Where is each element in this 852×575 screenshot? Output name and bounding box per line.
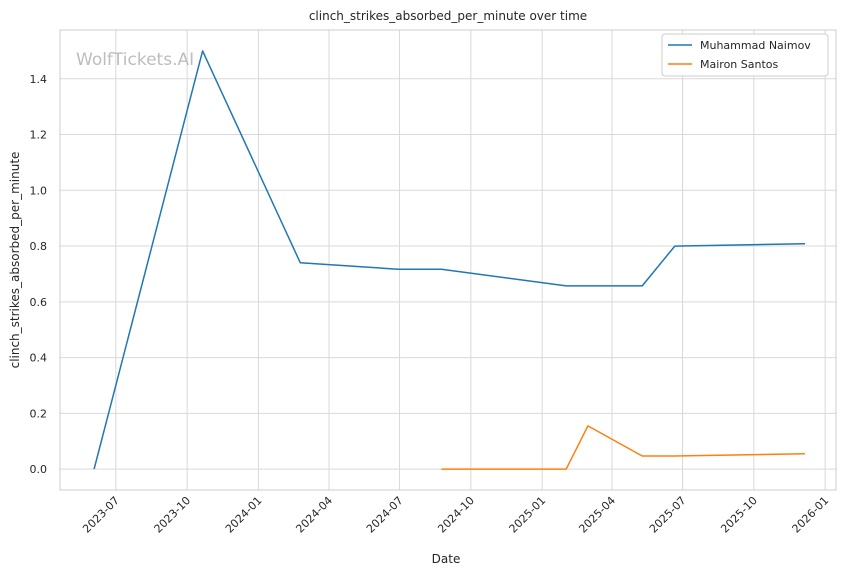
x-tick-label: 2025-01 bbox=[507, 494, 549, 536]
series-lines bbox=[93, 50, 806, 470]
x-tick-label: 2025-07 bbox=[647, 494, 689, 536]
x-tick-labels: 2023-07 2023-10 2024-01 2024-04 2024-07 2024-… bbox=[80, 494, 831, 536]
plot-area bbox=[60, 30, 836, 490]
x-tick-label: 2024-10 bbox=[435, 494, 477, 536]
legend-box bbox=[661, 33, 829, 77]
series-line-mairon-santos bbox=[441, 425, 806, 470]
grid-lines bbox=[60, 30, 836, 490]
y-tick-label: 1.2 bbox=[30, 129, 48, 142]
y-tick-label: 0.6 bbox=[30, 296, 48, 309]
y-tick-label: 0.4 bbox=[30, 352, 48, 365]
x-tick-label: 2023-07 bbox=[80, 494, 122, 536]
watermark-text: WolfTickets.AI bbox=[76, 50, 194, 70]
plot-frame bbox=[59, 29, 837, 491]
y-tick-label: 1.4 bbox=[30, 73, 48, 86]
x-tick-label: 2024-01 bbox=[223, 494, 265, 536]
x-tick-label: 2023-10 bbox=[152, 494, 194, 536]
x-tick-label: 2025-10 bbox=[718, 494, 760, 536]
y-tick-labels: 0.0 0.2 0.4 0.6 0.8 1.0 1.2 1.4 bbox=[30, 73, 48, 476]
chart-title: clinch_strikes_absorbed_per_minute over … bbox=[309, 9, 587, 23]
legend: Muhammad Naimov Mairon Santos bbox=[661, 33, 829, 77]
legend-label-mairon-santos: Mairon Santos bbox=[700, 58, 779, 71]
x-tick-label: 2025-04 bbox=[576, 494, 618, 536]
x-tick-label: 2024-07 bbox=[364, 494, 406, 536]
x-tick-label: 2024-04 bbox=[293, 494, 335, 536]
legend-label-muhammad-naimov: Muhammad Naimov bbox=[700, 39, 811, 52]
y-tick-label: 0.2 bbox=[30, 407, 48, 420]
x-axis-label: Date bbox=[432, 552, 461, 566]
x-tick-label: 2026-01 bbox=[790, 494, 832, 536]
y-axis-label: clinch_strikes_absorbed_per_minute bbox=[8, 152, 22, 369]
y-tick-label: 0.0 bbox=[30, 463, 48, 476]
y-tick-label: 0.8 bbox=[30, 240, 48, 253]
y-tick-label: 1.0 bbox=[30, 184, 48, 197]
series-line-muhammad-naimov bbox=[93, 50, 806, 470]
